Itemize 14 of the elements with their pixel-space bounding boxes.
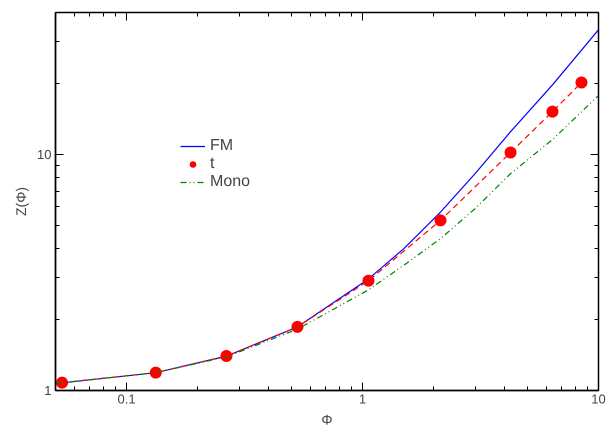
x-tick-label: 1 [358, 392, 366, 406]
legend-label: t [210, 155, 216, 173]
legend-label: Mono [210, 173, 250, 191]
point [220, 350, 232, 362]
point [504, 146, 517, 159]
x-tick-label: 0.1 [118, 392, 136, 406]
point [291, 320, 304, 333]
x-axis-title: Φ [321, 412, 333, 428]
y-axis-title: Z(Φ) [13, 186, 30, 216]
point [150, 366, 162, 379]
x-tick-label: 10 [591, 392, 606, 406]
legend-label: FM [210, 137, 234, 155]
point [434, 214, 446, 226]
point [362, 274, 374, 287]
